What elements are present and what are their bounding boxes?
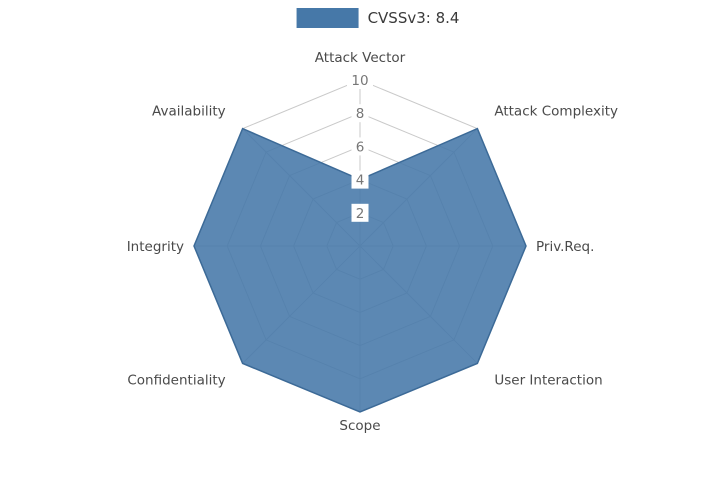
legend: CVSSv3: 8.4	[296, 8, 460, 28]
axis-label-user-interaction: User Interaction	[494, 372, 602, 388]
axis-label-availability: Availability	[152, 104, 226, 120]
tick-label: 10	[351, 73, 368, 89]
tick-label-box	[351, 203, 369, 222]
axis-label-priv-req: Priv.Req.	[536, 239, 594, 255]
tick-label-box	[351, 104, 369, 123]
tick-label: 6	[356, 139, 365, 155]
axis-label-attack-vector: Attack Vector	[315, 50, 406, 66]
tick-label: 2	[356, 206, 365, 222]
tick-label: 8	[356, 106, 365, 122]
axis-label-integrity: Integrity	[127, 239, 184, 255]
axis-label-confidentiality: Confidentiality	[127, 372, 225, 388]
tick-label-box	[351, 170, 369, 189]
tick-label: 4	[356, 173, 365, 189]
tick-label-box	[347, 71, 373, 89]
data-polygon	[193, 127, 527, 413]
legend-label: CVSSv3: 8.4	[367, 9, 460, 27]
axis-label-scope: Scope	[339, 418, 380, 434]
legend-swatch	[296, 8, 359, 28]
axis-label-attack-complexity: Attack Complexity	[494, 104, 618, 120]
tick-label-box	[351, 137, 369, 156]
